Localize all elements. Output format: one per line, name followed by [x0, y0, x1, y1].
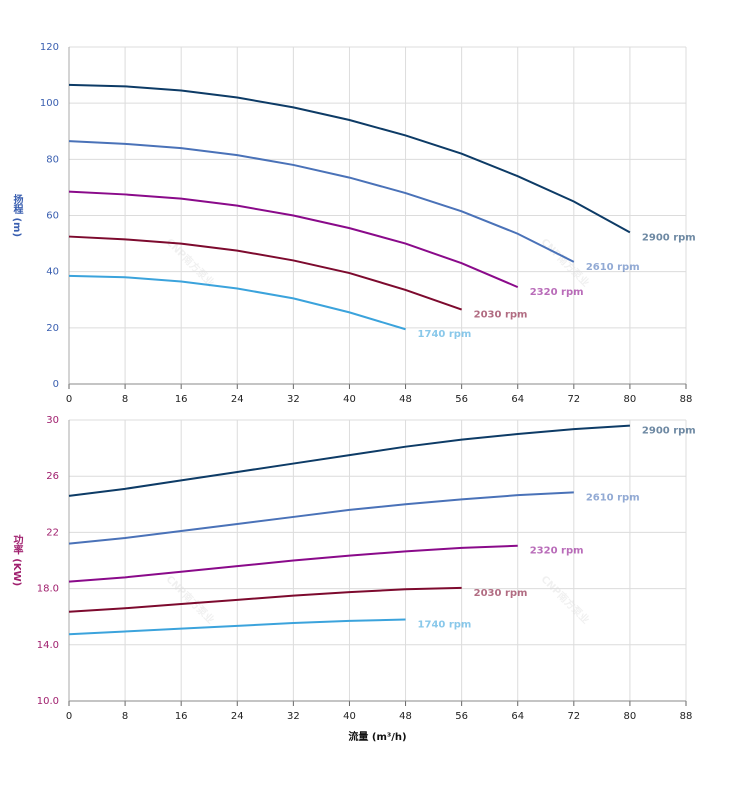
y-tick-label: 80 — [46, 154, 59, 165]
y-axis-label: 扬程 (m) — [11, 193, 23, 237]
y-tick-label: 22 — [46, 527, 59, 538]
series-label: 1740 rpm — [418, 620, 472, 631]
y-tick-label: 0 — [53, 379, 59, 390]
y-tick-label: 14.0 — [37, 640, 59, 651]
series-line — [68, 274, 406, 331]
watermark: CNP南方泵业 — [163, 573, 217, 627]
series-label: 2610 rpm — [586, 262, 640, 273]
series-label: 2320 rpm — [530, 287, 584, 298]
series-label: 2030 rpm — [474, 310, 528, 321]
series-label: 1740 rpm — [418, 329, 472, 340]
watermark: CNP南方泵业 — [538, 573, 592, 627]
y-tick-label: 20 — [46, 323, 59, 334]
y-tick-label: 120 — [40, 42, 59, 53]
watermark: CNP南方泵业 — [538, 235, 592, 289]
series-label: 2900 rpm — [642, 232, 696, 243]
series-line — [68, 544, 518, 583]
y-axis-label: 功率 (KW) — [11, 534, 23, 587]
x-tick-label: 64 — [511, 394, 524, 405]
x-tick-label: 0 — [66, 711, 72, 722]
x-tick-label: 72 — [567, 394, 580, 405]
x-tick-label: 0 — [66, 394, 72, 405]
y-tick-label: 30 — [46, 415, 59, 426]
x-tick-label: 24 — [231, 711, 244, 722]
y-tick-label: 26 — [46, 471, 59, 482]
series-label: 2610 rpm — [586, 492, 640, 503]
y-tick-label: 100 — [40, 98, 59, 109]
x-tick-label: 24 — [231, 394, 244, 405]
y-tick-label: 10.0 — [37, 696, 59, 707]
series-line — [68, 190, 519, 289]
y-tick-label: 18.0 — [37, 584, 59, 595]
series-line — [68, 235, 462, 311]
x-tick-label: 72 — [567, 711, 580, 722]
x-tick-label: 40 — [343, 711, 356, 722]
series-line — [68, 424, 630, 497]
series-line — [68, 618, 406, 636]
x-tick-label: 56 — [455, 711, 468, 722]
x-tick-label: 88 — [680, 711, 693, 722]
series-line — [68, 140, 575, 263]
series-line — [68, 83, 631, 234]
x-tick-label: 8 — [122, 711, 128, 722]
x-tick-label: 80 — [624, 711, 637, 722]
x-tick-label: 48 — [399, 394, 412, 405]
x-tick-label: 8 — [122, 394, 128, 405]
series-label: 2900 rpm — [642, 426, 696, 437]
series-label: 2320 rpm — [530, 546, 584, 557]
x-tick-label: 16 — [175, 711, 188, 722]
x-tick-label: 16 — [175, 394, 188, 405]
x-tick-label: 40 — [343, 394, 356, 405]
x-axis-label: 流量 (m³/h) — [348, 730, 406, 743]
y-tick-label: 40 — [46, 267, 59, 278]
series-label: 2030 rpm — [474, 588, 528, 599]
x-tick-label: 32 — [287, 394, 300, 405]
y-tick-label: 60 — [46, 211, 59, 222]
x-tick-label: 88 — [680, 394, 693, 405]
x-tick-label: 56 — [455, 394, 468, 405]
x-tick-label: 32 — [287, 711, 300, 722]
series-line — [68, 491, 574, 545]
x-tick-label: 80 — [624, 394, 637, 405]
x-tick-label: 48 — [399, 711, 412, 722]
series-line — [68, 586, 462, 613]
x-tick-label: 64 — [511, 711, 524, 722]
